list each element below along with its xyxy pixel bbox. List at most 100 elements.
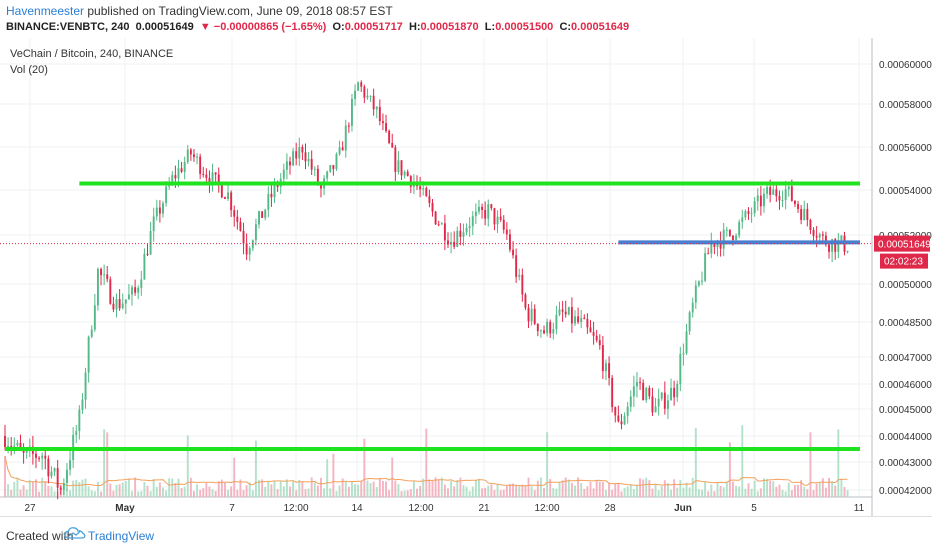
volume-bar bbox=[577, 477, 580, 497]
candle-body bbox=[790, 186, 793, 201]
candle-body bbox=[350, 98, 353, 126]
last-price-tag bbox=[874, 235, 930, 252]
candle-body bbox=[617, 415, 620, 422]
volume-bar bbox=[323, 488, 326, 497]
volume-bar bbox=[78, 482, 81, 497]
volume-bar bbox=[214, 491, 217, 497]
candle-body bbox=[96, 268, 99, 306]
volume-bar bbox=[270, 484, 273, 497]
volume-bar bbox=[279, 481, 282, 497]
candle-body bbox=[292, 151, 295, 166]
volume-bar bbox=[524, 484, 527, 497]
candle-body bbox=[753, 201, 756, 214]
volume-bar bbox=[818, 482, 821, 497]
volume-bar bbox=[772, 481, 775, 497]
candle-body bbox=[747, 211, 750, 214]
volume-bar bbox=[100, 491, 102, 497]
candle-body bbox=[484, 209, 487, 219]
candle-body bbox=[363, 86, 366, 98]
candle-body bbox=[304, 152, 307, 162]
volume-bar bbox=[248, 482, 251, 497]
volume-bar bbox=[502, 489, 505, 497]
volume-bar bbox=[186, 435, 189, 497]
candle-body bbox=[273, 184, 276, 198]
volume-bar bbox=[282, 486, 285, 497]
price-chart[interactable]: 0.00060000 0.00058000 0.00056000 0.00054000… bbox=[0, 38, 932, 516]
candle-body bbox=[347, 125, 350, 127]
candle-body bbox=[385, 123, 387, 131]
author-link[interactable]: Havenmeester bbox=[6, 4, 85, 18]
volume-bar bbox=[663, 480, 666, 497]
close-label: C: bbox=[559, 21, 572, 33]
time-tick-label: 12:00 bbox=[408, 503, 433, 514]
candle-body bbox=[691, 302, 694, 313]
candle-body bbox=[289, 161, 291, 166]
volume-bar bbox=[211, 489, 214, 497]
volume-bar bbox=[828, 477, 830, 497]
volume-bar bbox=[425, 428, 428, 497]
volume-bar bbox=[434, 477, 437, 497]
volume-bar bbox=[682, 487, 685, 497]
candle-body bbox=[831, 239, 834, 252]
volume-bar bbox=[295, 490, 298, 497]
volume-bar bbox=[704, 481, 707, 497]
candle-body bbox=[787, 186, 790, 190]
candle-body bbox=[846, 251, 849, 253]
volume-bar bbox=[481, 488, 484, 497]
candle-body bbox=[564, 311, 567, 315]
volume-bar bbox=[217, 481, 220, 497]
volume-bar bbox=[75, 479, 78, 497]
candle-body bbox=[87, 336, 90, 373]
candle-body bbox=[78, 409, 81, 432]
candle-body bbox=[558, 309, 561, 315]
volume-bar bbox=[769, 480, 772, 497]
volume-bar bbox=[648, 480, 651, 497]
countdown-text: 02:02:23 bbox=[884, 257, 923, 268]
candle-body bbox=[332, 165, 335, 169]
volume-bar bbox=[697, 489, 700, 497]
volume-bar bbox=[335, 491, 338, 497]
volume-bar bbox=[558, 482, 561, 497]
candle-body bbox=[623, 415, 626, 425]
time-tick-label: 11 bbox=[854, 503, 865, 514]
volume-bar bbox=[837, 429, 840, 497]
candle-body bbox=[750, 213, 753, 215]
volume-bar bbox=[193, 490, 195, 497]
volume-bar bbox=[834, 485, 837, 497]
tradingview-brand-link[interactable]: TradingView bbox=[88, 529, 155, 543]
candle-body bbox=[65, 469, 68, 484]
volume-bar bbox=[419, 486, 422, 497]
candle-body bbox=[533, 308, 536, 324]
volume-bar bbox=[701, 489, 703, 497]
volume-bar bbox=[539, 477, 542, 497]
volume-bar bbox=[90, 490, 93, 497]
price-tick-label: 0.00060000 bbox=[879, 60, 932, 71]
candle-body bbox=[453, 241, 456, 247]
candle-body bbox=[208, 177, 211, 185]
volume-bar bbox=[626, 486, 629, 497]
volume-bar bbox=[242, 490, 245, 497]
time-tick-label: 12:00 bbox=[283, 503, 308, 514]
candle-body bbox=[56, 468, 59, 488]
volume-bar bbox=[512, 483, 515, 497]
volume-bar bbox=[202, 488, 205, 497]
volume-bar bbox=[735, 486, 738, 497]
candle-body bbox=[812, 229, 815, 236]
volume-bar bbox=[555, 488, 558, 497]
volume-bar bbox=[205, 482, 208, 497]
volume-bar bbox=[440, 477, 443, 497]
volume-bar bbox=[787, 482, 790, 497]
volume-bar bbox=[499, 490, 502, 497]
volume-bar bbox=[162, 487, 164, 497]
volume-bar bbox=[815, 483, 818, 497]
high-label: H: bbox=[408, 21, 421, 33]
time-tick-label: 21 bbox=[478, 503, 490, 514]
candle-body bbox=[41, 455, 44, 459]
time-tick-label: 14 bbox=[351, 503, 363, 514]
volume-bar bbox=[567, 479, 570, 497]
candle-body bbox=[230, 192, 233, 211]
candle-body bbox=[821, 234, 824, 236]
candle-body bbox=[670, 387, 672, 401]
candle-body bbox=[834, 239, 837, 252]
candle-body bbox=[394, 147, 397, 172]
